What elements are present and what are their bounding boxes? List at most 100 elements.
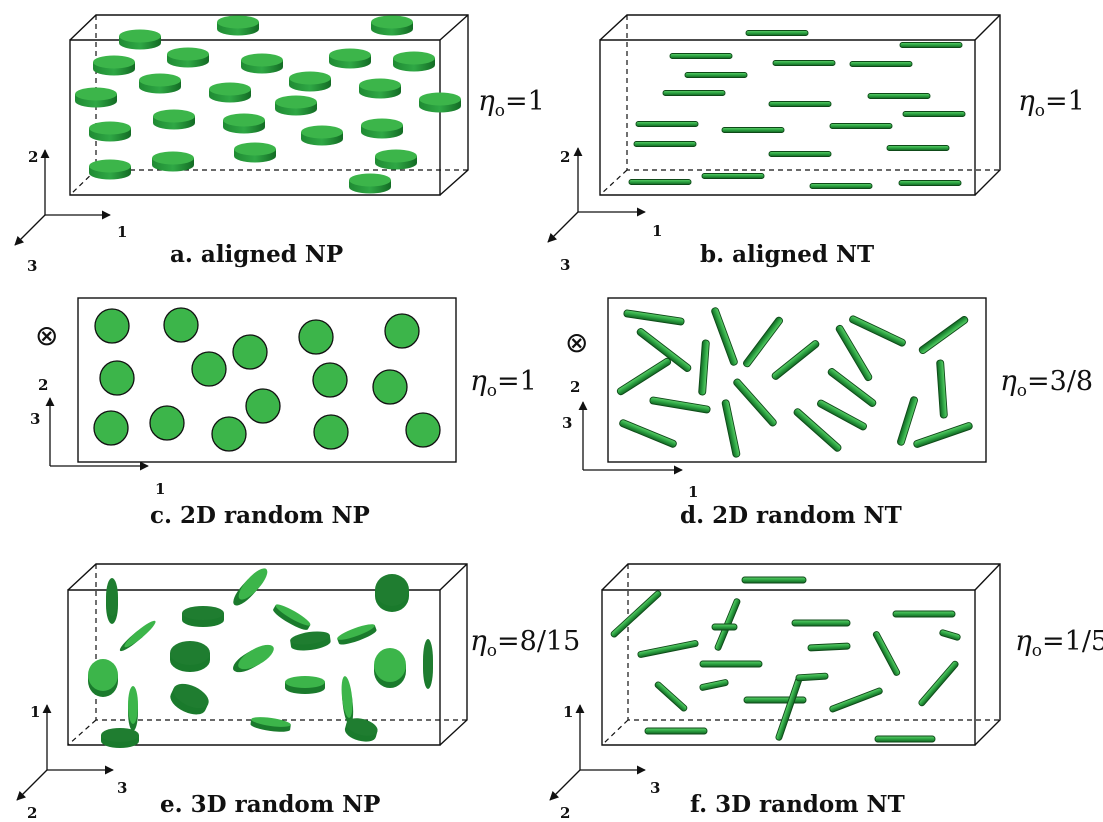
nanotube (721, 399, 741, 458)
nanoplatelet (152, 151, 194, 172)
panel-c-axis-label-up: 3 (30, 410, 40, 428)
nanotube (771, 340, 820, 380)
nanoplatelet (250, 717, 291, 732)
nanoplatelet (375, 574, 409, 612)
nanotube (743, 696, 807, 704)
nanoplatelet (170, 683, 209, 715)
nanotube (633, 141, 697, 147)
panel-a-orientation-factor: ηo=1 (478, 84, 545, 121)
nanoplatelet (374, 648, 406, 688)
nanoplatelet (372, 369, 408, 405)
nanoplatelet (375, 149, 417, 170)
nanotube (809, 183, 873, 189)
panel-b-axes: 2 1 3 (547, 147, 662, 274)
panel-c-orientation-factor: ηo=1 (470, 364, 537, 401)
panel-e-caption: e. 3D random NP (160, 791, 380, 818)
panel-b-axis-label-right: 1 (652, 222, 662, 240)
panel-e-axis-label-up: 1 (30, 703, 40, 721)
nanotube (745, 30, 809, 36)
panel-d-caption: d. 2D random NT (680, 502, 902, 529)
nanotube (636, 328, 692, 372)
nanotube (872, 631, 901, 676)
nanotube (669, 53, 733, 59)
nanotube (807, 642, 851, 652)
nanoplatelet (234, 142, 276, 163)
panel-f-caption: f. 3D random NT (690, 791, 905, 818)
nanotube (897, 396, 918, 446)
nanotube (829, 687, 883, 713)
panel-a-caption: a. aligned NP (170, 241, 343, 268)
nanoplatelet (233, 644, 274, 673)
panel-c: ⊗ 2 3 1 ηo=1 c. 2D random NP (30, 297, 537, 529)
nanotube (698, 339, 710, 396)
panel-b-orientation-factor: ηo=1 (1018, 84, 1085, 121)
nanotube (899, 42, 963, 48)
nanoplatelet (99, 360, 135, 396)
nanotube (936, 359, 948, 419)
panel-d-axis-label-top: 2 (570, 378, 580, 396)
nanoplatelet (344, 718, 378, 742)
nanoplatelet (170, 641, 210, 672)
nanoplatelet (211, 416, 247, 452)
nanotube (775, 675, 803, 741)
panel-b-axis-label-up: 2 (560, 148, 570, 166)
panel-f-box (601, 563, 1001, 746)
panel-a-axis-label-up: 2 (28, 148, 38, 166)
nanoplatelet (285, 676, 325, 694)
panel-c-out-of-plane-icon: ⊗ (35, 319, 58, 352)
nanotube (849, 315, 906, 347)
panel-f-axis-label-right: 3 (650, 779, 660, 797)
panel-d-out-of-plane-icon: ⊗ (565, 326, 588, 359)
nanotube (628, 179, 692, 185)
nanotube (793, 408, 842, 452)
panel-d-box (607, 297, 987, 463)
panel-d: ⊗ 2 3 1 ηo=3/8 d. 2D random NT (562, 297, 1093, 529)
panel-f-orientation-factor: ηo=1/5 (1015, 624, 1103, 661)
nanotube (827, 368, 877, 407)
panel-e-particles (88, 568, 433, 748)
nanoplatelet (182, 606, 224, 627)
nanoplatelet (223, 113, 265, 134)
panel-e: 1 3 2 ηo=8/15 e. 3D random NP (16, 563, 580, 822)
nanotube (898, 180, 962, 186)
nanoplatelet (75, 87, 117, 108)
nanotube (886, 145, 950, 151)
nanoplatelet (273, 604, 311, 630)
panel-f: 1 3 2 ηo=1/5 f. 3D random NT (549, 563, 1103, 822)
nanoplatelet (153, 109, 195, 130)
panel-b-caption: b. aligned NT (700, 241, 874, 268)
nanoplatelet (349, 173, 391, 194)
nanoplatelet (163, 307, 199, 343)
nanotube (699, 660, 763, 668)
nanotube (874, 735, 936, 743)
nanoplatelet (337, 624, 377, 645)
nanotube (791, 619, 851, 627)
nanotube (616, 357, 672, 396)
nanotube (913, 422, 973, 448)
panel-c-particles (93, 307, 441, 452)
panel-b-particles (628, 30, 966, 189)
nanoplatelet (101, 728, 139, 748)
nanoplatelet (289, 71, 331, 92)
nanoplatelet (209, 82, 251, 103)
panel-f-axis-label-up: 1 (563, 703, 573, 721)
nanotube (939, 629, 961, 641)
nanoplatelet (119, 620, 156, 652)
nanoplatelet (275, 95, 317, 116)
nanoplatelet (313, 414, 349, 450)
nanotube (795, 672, 829, 682)
nanoplatelet (167, 47, 209, 68)
nanoplatelet (423, 639, 433, 689)
panel-b-box (599, 14, 1001, 196)
nanotube (711, 307, 738, 366)
panel-a: 2 1 3 ηo=1 a. aligned NP (14, 14, 545, 275)
nanoplatelet (301, 125, 343, 146)
nanoplatelet (393, 51, 435, 72)
nanotube (768, 151, 832, 157)
nanotube (733, 378, 777, 427)
nanotube (635, 121, 699, 127)
nanoplatelet (419, 92, 461, 113)
nanotube (835, 324, 873, 382)
panel-d-axes: ⊗ 2 3 1 (562, 326, 698, 501)
